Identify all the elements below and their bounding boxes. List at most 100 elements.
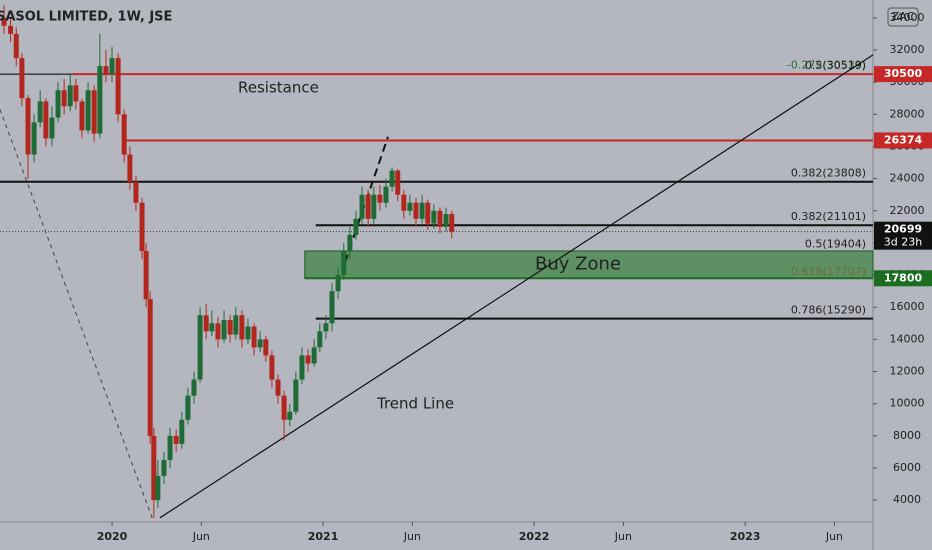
candle-body [215, 323, 221, 340]
candle-body [329, 291, 335, 324]
x-tick-label: Jun [614, 530, 632, 543]
candle-body [269, 355, 275, 380]
candle-body [209, 323, 215, 332]
y-tick-label: 4000 [893, 493, 921, 506]
candle-body [147, 299, 153, 436]
candle-body [133, 181, 139, 203]
candle-body [341, 250, 347, 276]
candle-body [377, 194, 383, 203]
x-tick-label: 2020 [97, 530, 128, 543]
fib-label: 0.786(15290) [791, 304, 866, 317]
candle-body [37, 101, 43, 123]
candle-body [425, 202, 431, 224]
candle-body [431, 210, 437, 224]
candle-body [245, 326, 251, 340]
candle-body [151, 435, 157, 501]
candle-body [203, 315, 209, 332]
fib-label: 0.382(21101) [791, 210, 866, 223]
y-tick-label: 28000 [890, 107, 925, 120]
candle-body [287, 411, 293, 420]
candle-body [1, 17, 7, 26]
fib-label: 0.382(23808) [791, 167, 866, 180]
fib-label: 0.618(17707) [791, 265, 866, 278]
chart-title: SASOL LIMITED, 1W, JSE [0, 10, 172, 25]
candle-body [383, 186, 389, 203]
candle-body [179, 419, 185, 444]
candle-body [353, 218, 359, 235]
fib-label: 0.5(30519) [805, 59, 866, 72]
buy-zone-label: Buy Zone [535, 254, 621, 275]
candle-body [293, 379, 299, 412]
candle-body [43, 101, 49, 139]
y-tick-label: 6000 [893, 461, 921, 474]
candle-body [221, 320, 227, 340]
price-badge-label: 17800 [884, 271, 923, 284]
candle-body [413, 202, 419, 219]
price-badge-label: 30500 [884, 67, 923, 80]
x-tick-label: Jun [192, 530, 210, 543]
dashed-line [0, 109, 153, 518]
candle-body [155, 476, 161, 501]
candle-body [31, 122, 37, 155]
candle-body [359, 194, 365, 219]
y-tick-label: 24000 [890, 172, 925, 185]
candle-body [299, 355, 305, 380]
candle-body [109, 58, 115, 75]
candle-body [91, 90, 97, 134]
candle-body [143, 250, 149, 300]
price-badge [874, 132, 932, 149]
price-badge [874, 66, 932, 83]
y-tick-label: 14000 [890, 332, 925, 345]
candle-body [395, 170, 401, 195]
candle-body [161, 459, 167, 477]
candle-body [305, 355, 311, 364]
candle-body [103, 66, 109, 75]
candle-body [139, 202, 145, 251]
y-tick-label: 22000 [890, 204, 925, 217]
candle-body [185, 395, 191, 420]
candle-body [55, 90, 61, 118]
last-price-label: 20699 [884, 223, 922, 236]
y-tick-label: 12000 [890, 365, 925, 378]
candle-body [449, 213, 455, 232]
candle-body [227, 320, 233, 335]
candle-body [323, 323, 329, 332]
candle-body [263, 339, 269, 356]
y-tick-label: 32000 [890, 43, 925, 56]
candle-body [61, 90, 67, 107]
currency-box [887, 7, 919, 27]
buy-zone [304, 250, 874, 279]
candle-body [115, 58, 121, 115]
candle-body [97, 66, 103, 134]
candle-body [121, 114, 127, 155]
candle-body [317, 331, 323, 348]
fib-label: 0.5(19404) [805, 238, 866, 251]
x-tick-label: 2022 [519, 530, 550, 543]
candle-body [437, 210, 443, 227]
candle-body [401, 194, 407, 211]
candle-body [443, 213, 449, 227]
candle-body [173, 435, 179, 444]
y-tick-label: 8000 [893, 429, 921, 442]
candle-body [79, 101, 85, 131]
x-tick-label: Jun [825, 530, 843, 543]
candle-body [233, 315, 239, 335]
candle-body [49, 117, 55, 139]
candle-body [25, 98, 31, 155]
candle-body [13, 33, 19, 59]
candle-body [239, 315, 245, 340]
last-price-badge [874, 221, 932, 250]
trend-line-label: Trend Line [376, 395, 454, 413]
candle-body [73, 85, 79, 102]
candle-body [311, 347, 317, 364]
fib-label: -0.272(30539) [787, 58, 866, 71]
candle-body [197, 315, 203, 380]
trend-line [159, 54, 874, 519]
candle-body [275, 379, 281, 396]
countdown: 3d 23h [884, 236, 922, 249]
currency: ZAC [892, 10, 915, 23]
y-tick-label: 34000 [890, 11, 925, 24]
candle-body [335, 275, 341, 292]
candle-body [67, 85, 73, 107]
